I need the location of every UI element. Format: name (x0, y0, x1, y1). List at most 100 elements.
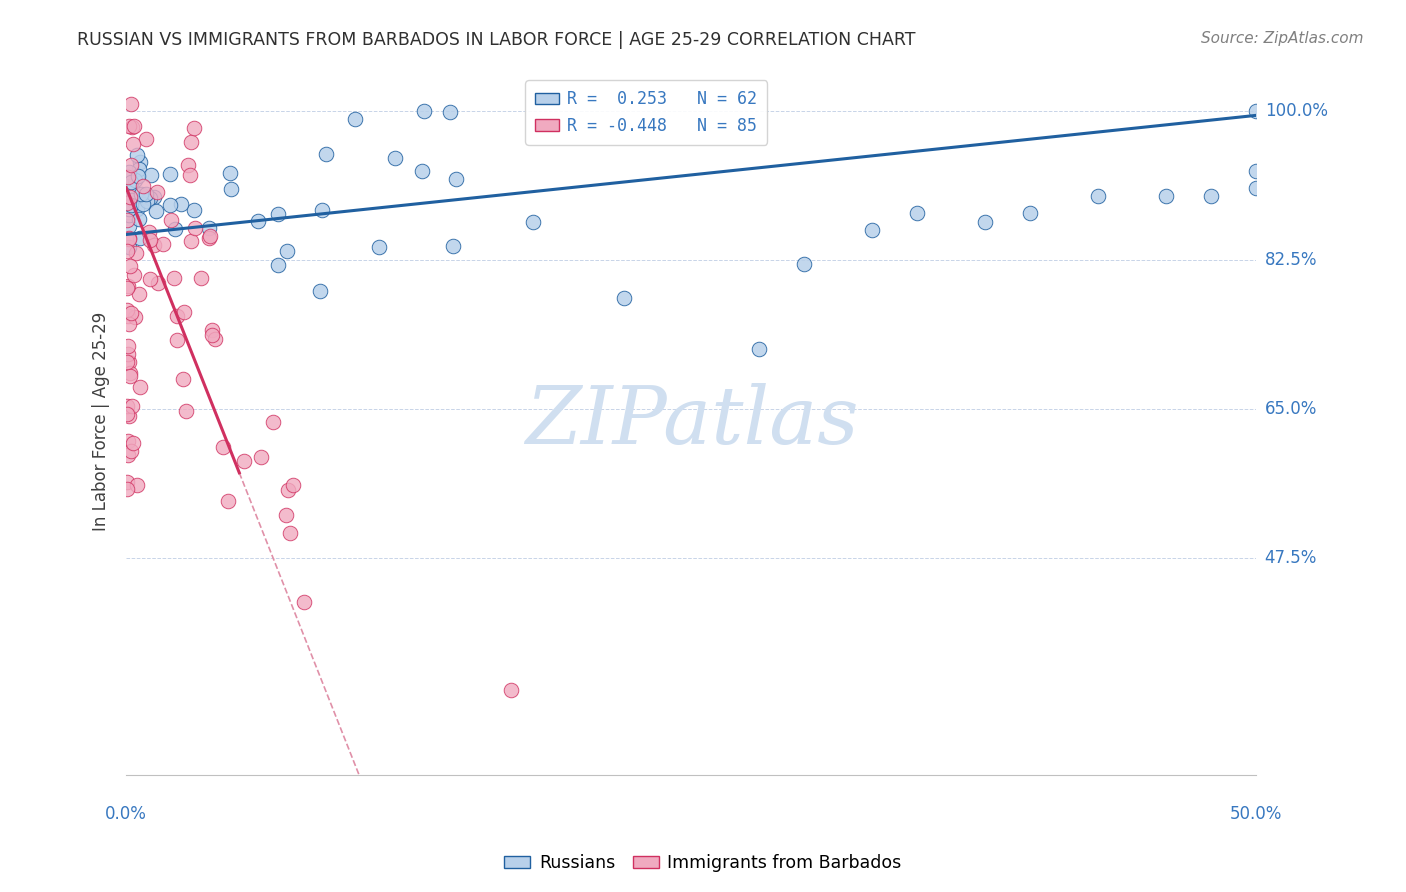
Point (262, 415, 284, 429)
Point (250, 450, 273, 464)
Point (118, 232, 141, 246)
Point (166, 310, 188, 324)
Text: Source: ZipAtlas.com: Source: ZipAtlas.com (1201, 31, 1364, 46)
Point (441, 238, 464, 252)
Point (211, 440, 233, 454)
Point (152, 236, 174, 251)
Point (384, 151, 406, 165)
Point (246, 214, 269, 228)
Point (180, 135, 202, 149)
Point (201, 323, 224, 337)
Point (117, 303, 139, 318)
Point (343, 112, 366, 127)
Point (184, 221, 207, 235)
Point (159, 213, 181, 227)
Point (142, 238, 165, 252)
Point (117, 170, 139, 185)
Point (118, 260, 141, 274)
Point (122, 268, 145, 282)
Text: 47.5%: 47.5% (1265, 549, 1317, 567)
Point (217, 494, 239, 508)
Point (118, 366, 141, 380)
Point (1246, 104, 1268, 119)
Point (127, 147, 149, 161)
Point (146, 186, 169, 200)
Point (141, 168, 163, 182)
Point (128, 287, 150, 301)
Point (124, 310, 146, 324)
Point (120, 444, 142, 458)
Text: ZIPatlas: ZIPatlas (524, 383, 858, 460)
Point (118, 317, 141, 331)
Point (142, 190, 165, 204)
Point (173, 305, 195, 319)
Point (159, 167, 181, 181)
Point (120, 198, 142, 212)
Point (974, 215, 997, 229)
Point (117, 278, 139, 293)
Point (120, 176, 142, 190)
Point (315, 146, 337, 161)
Point (127, 169, 149, 183)
Point (292, 595, 315, 609)
Point (117, 338, 139, 352)
Text: 0.0%: 0.0% (105, 805, 148, 823)
Point (277, 483, 299, 497)
Point (174, 403, 197, 417)
Point (499, 682, 522, 697)
Point (190, 270, 212, 285)
Point (117, 208, 139, 222)
Point (118, 231, 141, 245)
Point (117, 482, 139, 496)
Point (413, 104, 436, 119)
Point (117, 346, 139, 360)
Point (128, 161, 150, 176)
Point (169, 196, 191, 211)
Point (281, 478, 304, 492)
Point (1246, 180, 1268, 194)
Point (308, 284, 330, 298)
Point (138, 225, 160, 239)
Point (117, 213, 139, 227)
Point (439, 104, 461, 119)
Point (129, 186, 152, 201)
Point (129, 154, 152, 169)
Point (117, 399, 139, 413)
Text: 50.0%: 50.0% (1230, 805, 1282, 823)
Point (117, 448, 139, 462)
Point (860, 223, 883, 237)
Point (121, 182, 143, 196)
Point (117, 164, 139, 178)
Point (276, 244, 298, 258)
Point (159, 198, 181, 212)
Point (132, 178, 155, 193)
Point (166, 334, 188, 348)
Point (125, 245, 148, 260)
Point (267, 258, 290, 272)
Point (117, 202, 139, 217)
Point (132, 197, 155, 211)
Point (172, 372, 194, 386)
Point (135, 186, 157, 201)
Point (1154, 189, 1177, 203)
Legend: Russians, Immigrants from Barbados: Russians, Immigrants from Barbados (498, 847, 908, 879)
Text: 100.0%: 100.0% (1265, 102, 1327, 120)
Point (905, 206, 928, 220)
Point (120, 306, 142, 320)
Point (125, 202, 148, 217)
Point (128, 231, 150, 245)
Point (139, 233, 162, 247)
Point (127, 477, 149, 491)
Point (118, 119, 141, 133)
Point (311, 203, 333, 218)
Point (180, 234, 202, 248)
Point (177, 158, 200, 172)
Legend: R =  0.253   N = 62, R = -0.448   N = 85: R = 0.253 N = 62, R = -0.448 N = 85 (526, 80, 768, 145)
Point (121, 399, 143, 413)
Point (124, 173, 146, 187)
Point (1246, 163, 1268, 178)
Point (118, 409, 141, 423)
Point (118, 368, 141, 383)
Point (183, 202, 205, 217)
Point (118, 240, 141, 254)
